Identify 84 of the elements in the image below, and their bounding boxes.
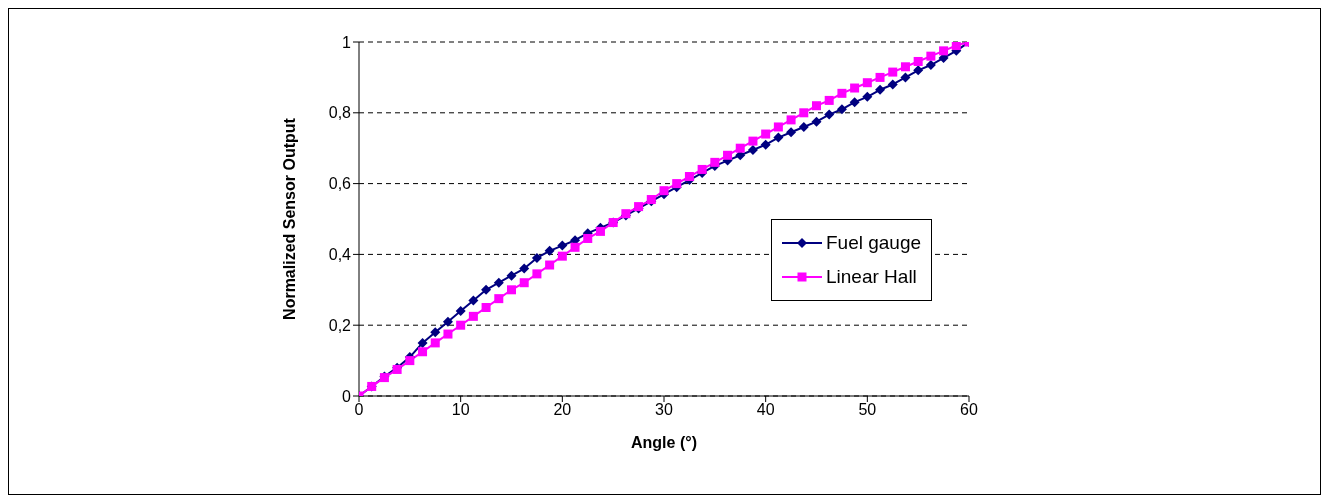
y-tick-label: 0,2 [328, 316, 352, 334]
x-tick-label: 20 [553, 401, 572, 419]
point [672, 179, 682, 189]
point [494, 294, 504, 304]
x-tick-label: 60 [960, 401, 978, 419]
point [786, 115, 796, 125]
point [913, 65, 924, 76]
point [557, 251, 567, 261]
point [862, 78, 872, 88]
point [850, 83, 860, 93]
point [900, 72, 911, 83]
point [468, 311, 478, 321]
point [430, 338, 440, 348]
y-axis-title: Normalized Sensor Output [280, 117, 298, 320]
point [798, 121, 809, 132]
point [773, 132, 784, 143]
point [849, 97, 860, 108]
x-tick-label: 10 [451, 401, 470, 419]
point [481, 303, 491, 312]
point [545, 260, 555, 270]
point [925, 60, 936, 71]
y-tick-label: 1 [342, 33, 352, 51]
point [951, 42, 961, 51]
x-tick-label: 30 [655, 401, 673, 419]
point [799, 108, 809, 118]
point [418, 347, 428, 357]
point [939, 46, 949, 56]
point [684, 172, 694, 182]
legend-label: Linear Hall [826, 265, 917, 289]
point [532, 269, 542, 279]
point [405, 356, 415, 366]
point [761, 129, 771, 139]
point [875, 84, 886, 95]
point [557, 240, 568, 251]
point [862, 91, 873, 102]
point [519, 263, 530, 274]
x-tick-label: 40 [756, 401, 775, 419]
point [443, 329, 453, 339]
point [837, 88, 847, 98]
point [887, 79, 898, 90]
point [786, 127, 797, 138]
point [456, 320, 466, 330]
point [442, 316, 453, 327]
y-tick-label: 0,4 [328, 246, 352, 264]
point [493, 277, 504, 288]
y-tick-label: 0,8 [328, 104, 352, 122]
point [824, 95, 834, 105]
point [531, 252, 542, 263]
point [735, 143, 745, 153]
point [913, 56, 923, 66]
point [697, 164, 707, 174]
point [773, 122, 783, 132]
point [888, 67, 898, 77]
legend-label: Fuel gauge [826, 231, 922, 255]
point [544, 245, 555, 256]
point [430, 327, 441, 338]
x-tick-label: 0 [354, 401, 364, 419]
point [519, 278, 529, 288]
point [723, 150, 733, 160]
point [481, 284, 492, 295]
point [748, 136, 758, 146]
point [900, 62, 910, 72]
point [824, 109, 835, 120]
point [595, 226, 605, 236]
point [468, 295, 479, 306]
point [875, 72, 885, 82]
point [659, 186, 669, 196]
point [417, 337, 428, 348]
point [455, 306, 466, 317]
point [760, 139, 771, 150]
point [747, 144, 758, 155]
point [507, 285, 516, 295]
point [926, 51, 936, 61]
point [836, 104, 847, 115]
point [506, 270, 517, 281]
x-axis-title: Angle (°) [631, 434, 697, 451]
point [583, 233, 593, 243]
point [710, 157, 720, 167]
point [812, 101, 821, 111]
y-tick-label: 0,6 [328, 175, 352, 193]
x-tick-label: 50 [858, 401, 877, 419]
point [811, 116, 822, 127]
point [570, 242, 580, 252]
y-tick-label: 0 [342, 387, 352, 405]
